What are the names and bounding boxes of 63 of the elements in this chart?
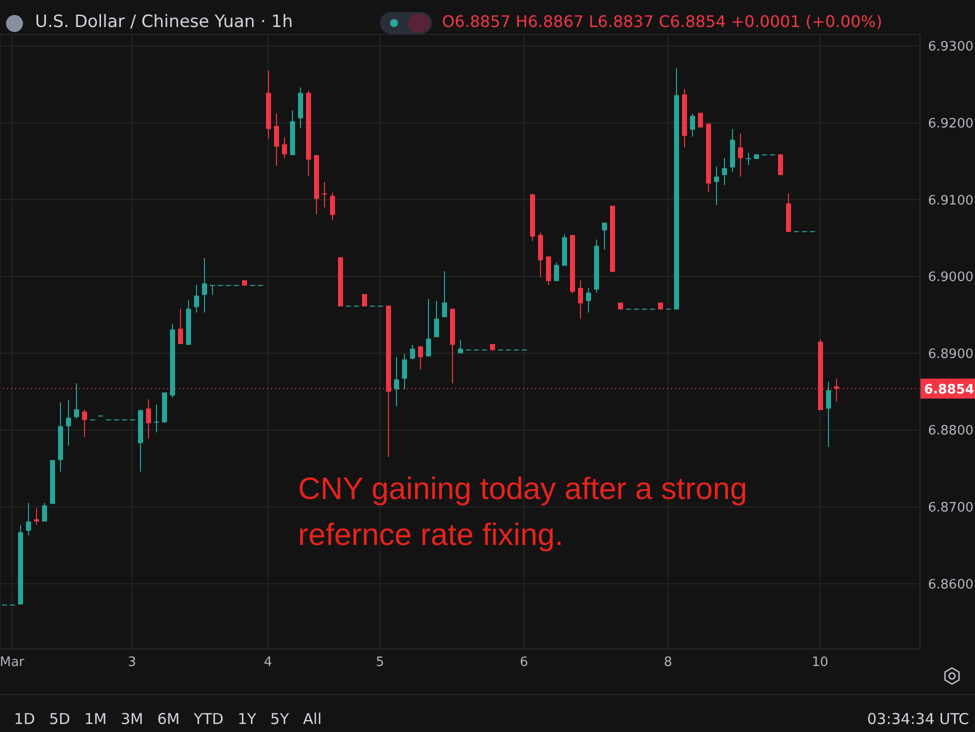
text: 1M xyxy=(84,710,107,728)
candlestick xyxy=(274,113,279,166)
candlestick xyxy=(826,381,831,448)
text: All xyxy=(303,710,322,728)
x-tick-label: 6 xyxy=(520,655,528,670)
candlestick xyxy=(458,340,463,354)
candlestick xyxy=(26,502,31,536)
candlestick xyxy=(194,284,199,314)
y-tick-label: 6.9000 xyxy=(928,270,974,286)
x-tick-label: 4 xyxy=(264,655,272,670)
candlestick xyxy=(434,300,439,338)
chart-title: U.S. Dollar / Chinese Yuan · 1h xyxy=(35,12,293,32)
y-tick-label: 6.8800 xyxy=(928,424,974,439)
x-tick-label: Mar xyxy=(0,655,25,670)
text: 3M xyxy=(120,710,144,728)
y-tick-label: 6.9100 xyxy=(928,193,974,208)
candlestick xyxy=(74,382,79,420)
text: 03:34:34 UTC xyxy=(867,710,969,728)
candlestick xyxy=(738,133,743,178)
text: 5Y xyxy=(270,710,290,728)
y-tick-label: 6.8600 xyxy=(928,577,974,592)
x-tick-label: 8 xyxy=(664,655,672,670)
candlestick xyxy=(442,270,447,318)
candlestick xyxy=(282,136,287,159)
candlestick xyxy=(154,404,159,433)
candlestick xyxy=(410,344,415,360)
x-tick-label: 10 xyxy=(812,655,828,670)
candlestick xyxy=(586,287,591,314)
y-tick-label: 6.9200 xyxy=(928,116,974,132)
annotation: CNY gaining today after a strong refernce rate fixing. xyxy=(298,470,748,554)
text: 1Y xyxy=(238,710,256,728)
candlestick xyxy=(418,346,423,370)
y-tick-label: 6.8900 xyxy=(928,346,974,362)
text: 6M xyxy=(157,710,180,728)
text: YTD xyxy=(194,710,224,728)
candlestick xyxy=(722,158,727,186)
x-tick-label: 5 xyxy=(376,655,384,670)
candlestick xyxy=(394,356,399,407)
candlestick xyxy=(714,166,719,206)
candlestick xyxy=(210,284,215,296)
chart-subtitle: O6.8857 H6.8867 L6.8837 C6.8854 +0.0001 (+0.00%) xyxy=(442,12,882,31)
candlestick xyxy=(426,298,431,357)
candlestick xyxy=(602,222,607,250)
y-tick-label: 6.8700 xyxy=(928,500,974,516)
candlestick xyxy=(146,398,151,440)
candlestick xyxy=(554,262,559,282)
candlestick xyxy=(746,152,751,166)
candlestick xyxy=(578,280,583,320)
candlestick xyxy=(66,400,71,446)
candlestick xyxy=(322,181,327,208)
candlestick xyxy=(34,508,39,526)
candlestick xyxy=(330,192,335,221)
candlestick xyxy=(202,258,207,314)
candlestick xyxy=(690,113,695,138)
text: 5D xyxy=(49,710,70,728)
text: 1D xyxy=(14,710,36,728)
candlestick xyxy=(402,354,407,390)
x-tick-label: 3 xyxy=(128,655,136,670)
y-tick-label: 6.9300 xyxy=(928,40,974,55)
candlestick xyxy=(82,408,87,438)
candlestick xyxy=(178,308,183,345)
candlestick xyxy=(42,502,47,522)
ref-line-label: 6.8854 xyxy=(924,382,974,398)
